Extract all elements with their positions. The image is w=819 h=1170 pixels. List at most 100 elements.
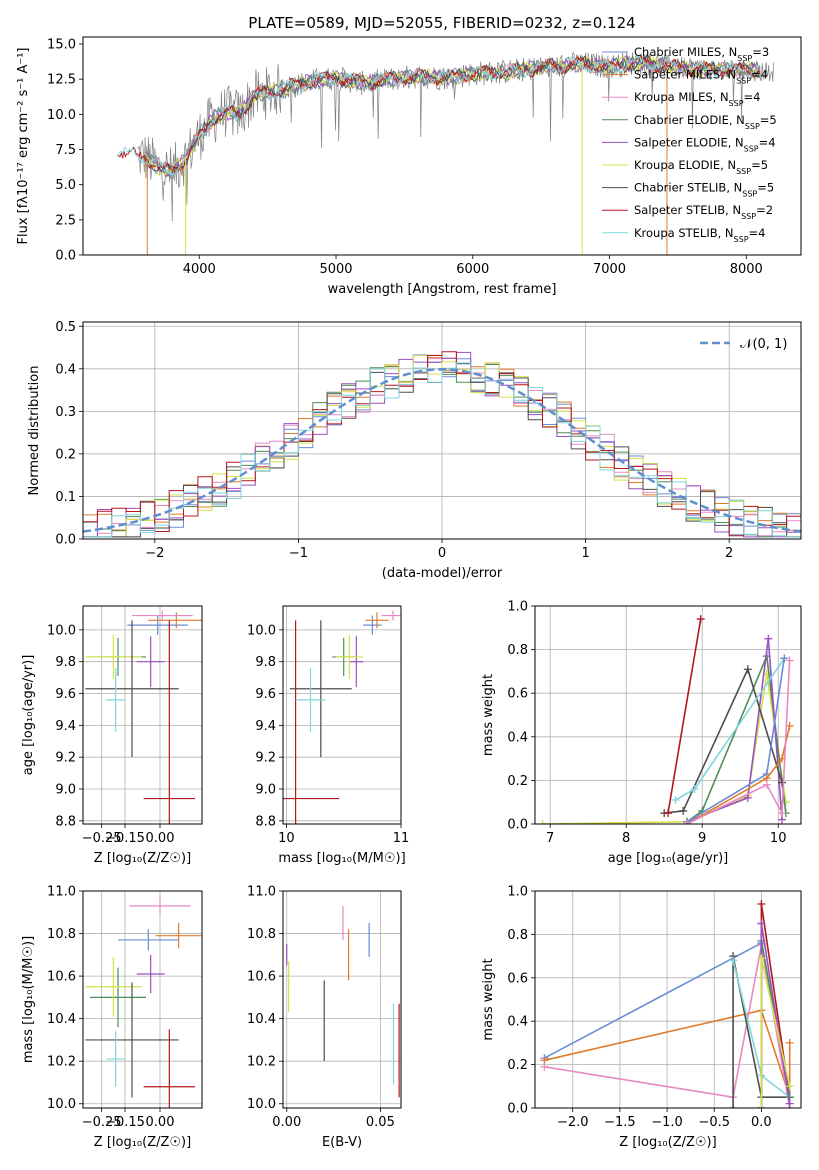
- legend-nssp: =4: [759, 135, 776, 149]
- histogram-salpeter-stelib: [83, 351, 801, 537]
- marker: [757, 919, 766, 928]
- y-tick-label: 5.0: [55, 178, 76, 193]
- x-tick-label: 4000: [183, 262, 216, 277]
- y-tick-label: 12.5: [47, 73, 76, 88]
- legend-entry: Salpeter STELIB, NSSP=2: [634, 203, 773, 221]
- mass-weight-line-salpeter-miles: [544, 1009, 791, 1098]
- marker: [743, 793, 752, 802]
- y-tick-label: 10.6: [247, 970, 276, 985]
- mass-weight-line-salpeter-elodie: [760, 923, 791, 1108]
- y-tick-label: 9.6: [255, 687, 276, 702]
- legend-sub: SSP: [744, 144, 759, 153]
- legend-nssp: =4: [749, 226, 766, 240]
- legend-sub: SSP: [734, 234, 749, 243]
- y-tick-label: 0.0: [55, 533, 76, 548]
- axes-frame: [82, 36, 802, 256]
- marker: [757, 1104, 766, 1108]
- y-axis-label: mass weight: [481, 958, 496, 1040]
- marker: [762, 780, 771, 789]
- legend-nssp: =4: [751, 68, 768, 82]
- y-tick-label: 0.5: [55, 320, 76, 335]
- z-age-panel: −0.25−0.15 0.00 8.8 9.0 9.2 9.4 9.6 9.8 10.0 Z [l…: [21, 605, 203, 866]
- y-tick-label: 10.0: [247, 623, 276, 638]
- mass-weight-line-chabrier-stelib: [664, 666, 783, 814]
- histogram-kroupa-elodie: [83, 355, 801, 538]
- y-tick-label: 0.2: [507, 1058, 528, 1073]
- x-axis-label: Z [log₁₀(Z/Z☉)]: [94, 1135, 191, 1150]
- y-tick-label: 0.0: [507, 1102, 528, 1117]
- y-tick-label: 11.0: [247, 885, 276, 900]
- y-tick-label: 9.2: [55, 751, 76, 766]
- marker: [729, 1104, 738, 1108]
- marker: [785, 1082, 794, 1091]
- marker: [540, 1062, 549, 1071]
- y-tick-label: 0.2: [507, 774, 528, 789]
- marker: [785, 1038, 794, 1047]
- mass-age-panel: 10 11 8.8 9.0 9.2 9.4 9.6 9.8 10.0 mass [log₁₀(M/…: [247, 605, 410, 866]
- legend-sub: SSP: [737, 54, 752, 63]
- y-tick-label: 0.0: [55, 249, 76, 264]
- legend-entry: Salpeter ELODIE, NSSP=4: [634, 135, 776, 153]
- axes-frame: [82, 321, 802, 540]
- y-tick-label: 1.0: [507, 885, 528, 900]
- mass-weight-line-kroupa-miles: [686, 660, 791, 824]
- x-tick-label: 0.05: [366, 1115, 395, 1130]
- y-tick-label: 1.0: [507, 600, 528, 615]
- y-tick-label: 10.0: [47, 1097, 76, 1112]
- x-tick-label: 10: [770, 831, 787, 846]
- legend-nssp: =3: [752, 45, 769, 59]
- normal-curve: [83, 368, 801, 533]
- marker: [743, 665, 752, 674]
- x-tick-label: −2.0: [557, 1115, 589, 1130]
- axes-frame: [534, 890, 802, 1109]
- axes-frame: [82, 605, 203, 825]
- legend-nssp: =4: [744, 90, 761, 104]
- x-tick-label: 10: [278, 831, 295, 846]
- x-tick-label: 11: [393, 831, 410, 846]
- y-tick-label: 0.0: [507, 818, 528, 833]
- x-tick-label: −1: [289, 546, 308, 561]
- marker: [757, 900, 766, 909]
- marker: [671, 796, 680, 805]
- legend-sub: SSP: [742, 189, 757, 198]
- y-tick-label: 0.8: [507, 928, 528, 943]
- mass-weight-age-panel: 7 8 9 10 0.0 0.2 0.4 0.6 0.8 1.0 age [log₁₀(age/yr…: [481, 600, 802, 866]
- x-axis-label: (data-model)/error: [382, 566, 503, 581]
- x-tick-label: −1.0: [651, 1115, 683, 1130]
- x-tick-label: 1: [581, 546, 589, 561]
- legend-entry: Chabrier STELIB, NSSP=5: [634, 181, 774, 199]
- legend-sub: SSP: [745, 121, 760, 130]
- y-tick-label: 0.3: [55, 405, 76, 420]
- ebv-mass-panel: 0.00 0.05 10.0 10.2 10.4 10.6 10.8 11.0 E(B-V): [247, 885, 402, 1150]
- legend-entry: 𝒩(0, 1): [740, 337, 787, 352]
- y-tick-label: 0.2: [55, 447, 76, 462]
- x-axis-label: E(B-V): [322, 1135, 362, 1150]
- marker: [780, 654, 789, 663]
- x-tick-label: 9: [698, 831, 706, 846]
- y-tick-label: 10.8: [247, 927, 276, 942]
- spectrum-panel: 4000 5000 6000 7000 8000 0.0 2.5 5.0 7.5 10.0 12.5…: [16, 36, 802, 297]
- y-tick-label: 0.4: [507, 1015, 528, 1030]
- legend-nssp: =5: [760, 113, 777, 127]
- plot-area: [283, 610, 401, 824]
- legend-nssp: =5: [757, 181, 774, 195]
- axes-frame: [534, 605, 802, 825]
- grid: [283, 890, 401, 1108]
- x-axis-label: mass [log₁₀(M/M☉)]: [278, 851, 405, 866]
- marker: [778, 809, 786, 818]
- y-tick-label: 9.4: [255, 719, 276, 734]
- y-tick-label: 10.0: [47, 108, 76, 123]
- y-tick-label: 0.4: [55, 362, 76, 377]
- legend-entry: Salpeter MILES, NSSP=4: [634, 68, 768, 86]
- plot-area: [85, 610, 202, 824]
- marker: [538, 820, 547, 824]
- plot-area: [85, 897, 202, 1108]
- x-tick-label: 8000: [730, 262, 763, 277]
- y-tick-label: 0.6: [507, 687, 528, 702]
- y-tick-label: 8.8: [55, 814, 76, 829]
- grid: [283, 606, 402, 824]
- y-tick-label: 2.5: [55, 213, 76, 228]
- histogram-chabrier-miles: [83, 354, 801, 538]
- x-axis-label: age [log₁₀(age/yr)]: [608, 851, 729, 866]
- x-tick-label: 0.00: [272, 1115, 301, 1130]
